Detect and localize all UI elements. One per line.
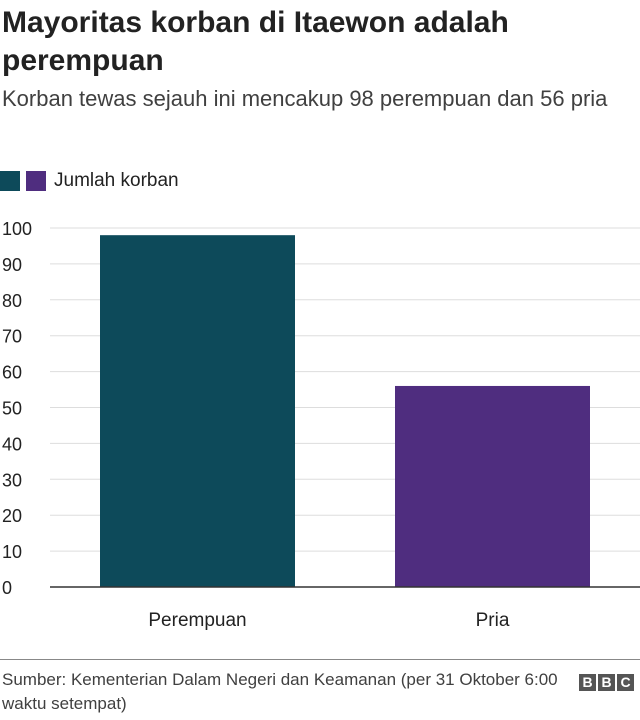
bar-pria bbox=[395, 385, 590, 587]
x-tick-label: Perempuan bbox=[148, 610, 246, 631]
x-tick-label: Pria bbox=[476, 610, 510, 631]
chart-title: Mayoritas korban di Itaewon adalah perem… bbox=[2, 6, 509, 77]
y-tick-label: 70 bbox=[2, 327, 22, 347]
y-tick-label: 20 bbox=[2, 506, 22, 526]
legend-swatch-pria bbox=[26, 171, 46, 191]
bbc-logo: B B C bbox=[579, 674, 634, 691]
y-tick-label: 10 bbox=[2, 542, 22, 562]
y-tick-label: 40 bbox=[2, 434, 22, 454]
chart-subtitle: Korban tewas sejauh ini mencakup 98 pere… bbox=[2, 86, 608, 111]
bbc-logo-letter: B bbox=[598, 674, 615, 691]
y-tick-label: 50 bbox=[2, 399, 22, 419]
bbc-logo-letter: C bbox=[617, 674, 634, 691]
bbc-logo-letter: B bbox=[579, 674, 596, 691]
source-note: Sumber: Kementerian Dalam Negeri dan Kea… bbox=[2, 670, 558, 713]
legend: Jumlah korban bbox=[0, 168, 179, 194]
bar-perempuan bbox=[100, 235, 295, 587]
y-tick-label: 30 bbox=[2, 470, 22, 490]
y-tick-label: 80 bbox=[2, 291, 22, 311]
footer-divider bbox=[0, 659, 640, 660]
legend-label: Jumlah korban bbox=[54, 170, 179, 191]
bar-chart: 0 10 20 30 40 50 60 70 80 90 100 Perempuan Pria bbox=[2, 219, 640, 631]
y-tick-label: 100 bbox=[2, 219, 32, 239]
legend-swatch-perempuan bbox=[0, 171, 20, 191]
y-tick-label: 60 bbox=[2, 363, 22, 383]
y-tick-label: 90 bbox=[2, 255, 22, 275]
y-tick-label: 0 bbox=[2, 578, 12, 598]
